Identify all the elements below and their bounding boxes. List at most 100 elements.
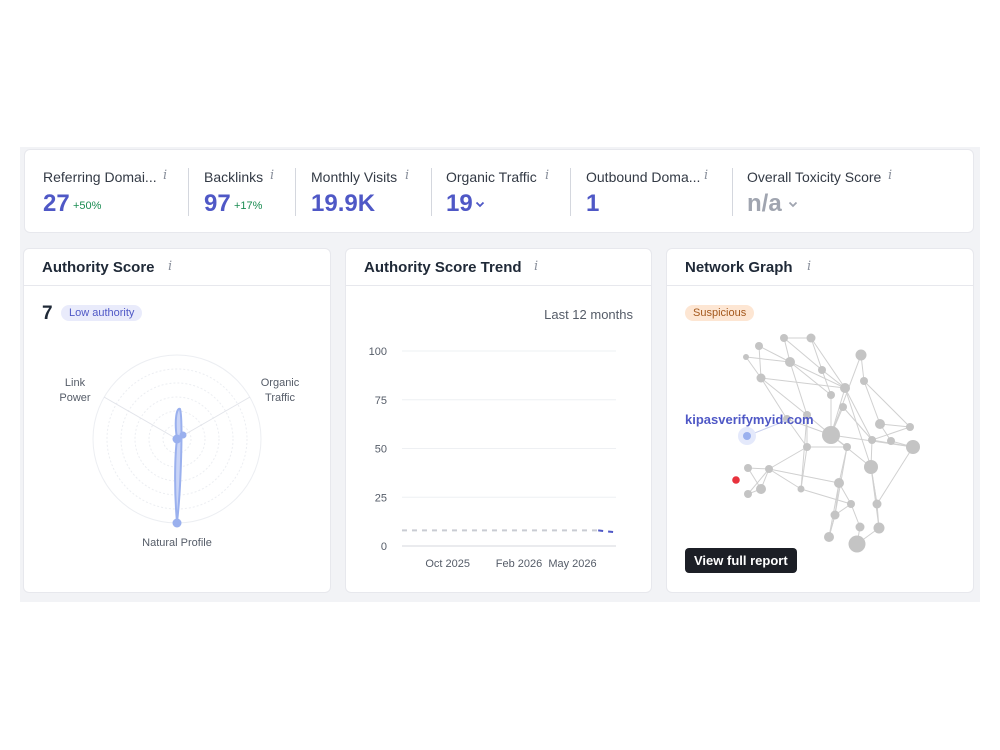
y-tick-label: 100	[369, 346, 387, 358]
network-node	[834, 478, 844, 488]
info-icon[interactable]: i	[270, 168, 275, 183]
view-full-report-button[interactable]: View full report	[685, 548, 797, 573]
radar-point-organic-traffic	[179, 431, 187, 439]
network-node	[839, 403, 847, 411]
network-edge	[786, 418, 808, 448]
metrics-bar: Referring Domai... i 27 +50% Backlinks i…	[24, 149, 974, 233]
toxic-node	[732, 476, 740, 484]
x-tick-label: Feb 2026	[496, 558, 542, 570]
panel-title: Network Graph	[685, 259, 793, 276]
x-tick-label: Oct 2025	[425, 558, 470, 570]
network-node	[855, 522, 865, 532]
network-edge	[842, 406, 873, 441]
metric-value: n/a	[747, 190, 782, 217]
network-node	[797, 485, 805, 493]
network-node	[806, 333, 816, 343]
network-node	[756, 373, 766, 383]
info-icon[interactable]: i	[168, 259, 173, 274]
y-tick-label: 75	[375, 395, 387, 407]
network-node	[843, 443, 851, 451]
network-node	[848, 535, 866, 553]
radar-chart: Link Power Organic Traffic Natural Profi…	[59, 354, 300, 549]
network-edge	[789, 361, 832, 396]
network-node	[803, 443, 811, 451]
network-node	[873, 522, 885, 534]
divider	[346, 285, 651, 286]
y-tick-label: 50	[375, 444, 387, 456]
metric-value: 27	[43, 190, 70, 217]
network-edge	[758, 345, 762, 379]
network-edge	[789, 361, 808, 416]
network-node	[855, 349, 867, 361]
chevron-down-icon[interactable]	[788, 199, 798, 209]
network-node	[906, 440, 920, 454]
divider	[570, 168, 571, 216]
network-node	[744, 464, 752, 472]
dashboard: Referring Domai... i 27 +50% Backlinks i…	[20, 147, 980, 602]
network-edge	[863, 380, 881, 425]
authority-badge: Low authority	[61, 305, 143, 321]
network-node	[864, 460, 878, 474]
network-node	[744, 490, 752, 498]
radar-label-link-power: Link	[65, 377, 86, 389]
metric-label: Organic Traffic	[446, 169, 537, 185]
network-node	[780, 334, 788, 342]
network-edge	[810, 337, 823, 371]
divider	[667, 285, 973, 286]
network-node	[822, 426, 840, 444]
network-edge	[747, 468, 770, 495]
network-node	[872, 499, 882, 509]
info-icon[interactable]: i	[545, 168, 550, 183]
authority-trend-panel: Authority Score Trend i Last 12 months 0…	[345, 248, 652, 593]
info-icon[interactable]: i	[163, 168, 168, 183]
network-node	[818, 366, 826, 374]
network-edge	[844, 387, 872, 468]
chevron-down-icon[interactable]	[475, 199, 485, 209]
metric-label: Referring Domai...	[43, 169, 157, 185]
network-edge	[800, 414, 808, 490]
metric-label: Backlinks	[204, 169, 264, 185]
network-node	[847, 500, 855, 508]
divider	[431, 168, 432, 216]
metric-delta: +17%	[234, 200, 263, 212]
info-icon[interactable]: i	[888, 168, 893, 183]
authority-score-value: 7	[42, 303, 53, 324]
network-edge	[844, 387, 873, 441]
period-selector[interactable]: Last 12 months	[544, 307, 633, 322]
network-edge	[760, 377, 788, 420]
trend-chart: 0 25 50 75 100 Oct 2025 Feb 2026 May 2026	[369, 346, 617, 570]
network-graph: kipasverifymyid.com	[685, 333, 920, 553]
network-node	[840, 383, 850, 393]
network-edge	[760, 377, 808, 416]
metric-label: Overall Toxicity Score	[747, 169, 882, 185]
network-node	[906, 423, 914, 431]
network-edge	[876, 446, 914, 505]
metric-delta: +50%	[73, 200, 102, 212]
network-node	[803, 411, 811, 419]
radar-label-natural-profile: Natural Profile	[142, 537, 212, 549]
network-edge	[768, 446, 808, 470]
self-node	[743, 432, 751, 440]
divider	[295, 168, 296, 216]
info-icon[interactable]: i	[405, 168, 410, 183]
metric-label: Monthly Visits	[311, 169, 398, 185]
radar-point-natural-profile	[172, 518, 182, 528]
info-icon[interactable]: i	[534, 259, 539, 274]
x-tick-label: May 2026	[548, 558, 596, 570]
info-icon[interactable]: i	[807, 259, 812, 274]
metric-value: 19.9K	[311, 190, 376, 217]
y-tick-label: 25	[375, 492, 387, 504]
network-edge	[800, 488, 852, 505]
info-icon[interactable]: i	[704, 168, 709, 183]
panel-title: Authority Score Trend	[364, 259, 522, 276]
radar-point-link-power	[172, 434, 182, 444]
network-edge	[810, 337, 846, 389]
network-node	[827, 391, 835, 399]
divider	[732, 168, 733, 216]
y-tick-label: 0	[381, 541, 387, 553]
network-node	[785, 357, 795, 367]
radar-label-organic-traffic: Organic	[261, 377, 300, 389]
metric-value: 19	[446, 190, 473, 217]
network-edge	[789, 361, 846, 389]
network-edge	[783, 337, 823, 371]
